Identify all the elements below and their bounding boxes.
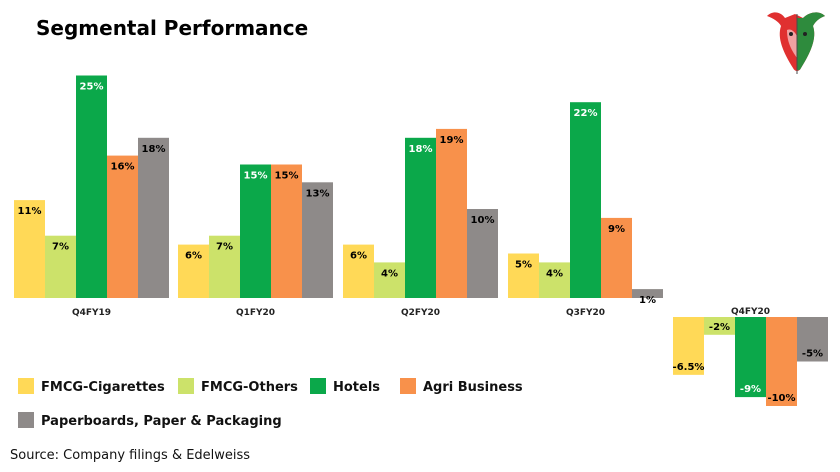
value-label-q3fy20-series-1: 4% <box>546 268 563 279</box>
bar-q4fy19-series-4 <box>138 137 169 298</box>
category-label-q4fy20: Q4FY20 <box>731 307 770 317</box>
legend-swatch-3 <box>400 378 416 394</box>
category-label-q2fy20: Q2FY20 <box>401 308 440 318</box>
legend-swatch-4 <box>18 412 34 428</box>
bar-q2fy20-series-3 <box>436 128 467 298</box>
bar-q2fy20-series-2 <box>405 137 436 298</box>
bar-q1fy20-series-2 <box>240 164 271 298</box>
bar-q1fy20-series-1 <box>209 235 240 298</box>
value-label-q4fy19-series-2: 25% <box>80 82 104 93</box>
value-label-q4fy20-series-1: -2% <box>709 322 730 333</box>
category-label-q3fy20: Q3FY20 <box>566 308 605 318</box>
value-label-q1fy20-series-2: 15% <box>244 171 268 182</box>
bar-q4fy19-series-0 <box>14 200 45 298</box>
category-label-q1fy20: Q1FY20 <box>236 308 275 318</box>
value-label-q4fy20-series-2: -9% <box>740 384 761 395</box>
chart-title: Segmental Performance <box>36 16 308 40</box>
value-label-q2fy20-series-0: 6% <box>350 251 367 262</box>
value-label-q2fy20-series-1: 4% <box>381 268 398 279</box>
value-label-q4fy20-series-3: -10% <box>767 393 795 404</box>
category-label-q4fy19: Q4FY19 <box>72 308 111 318</box>
value-label-q3fy20-series-0: 5% <box>515 260 532 271</box>
bull-logo <box>767 12 825 74</box>
source-note: Source: Company filings & Edelweiss <box>10 448 250 463</box>
bar-q3fy20-series-2 <box>570 102 601 298</box>
legend: FMCG-Cigarettes FMCG-Others Hotels Agri Bus… <box>18 378 523 429</box>
bar-q4fy20-series-4 <box>797 317 828 362</box>
bar-q4fy20-series-1 <box>704 317 735 335</box>
bar-q4fy19-series-3 <box>107 155 138 298</box>
value-label-q4fy19-series-0: 11% <box>18 206 42 217</box>
bar-q1fy20-series-3 <box>271 164 302 298</box>
bar-q2fy20-series-1 <box>374 262 405 298</box>
value-label-q3fy20-series-2: 22% <box>574 108 598 119</box>
legend-swatch-1 <box>178 378 194 394</box>
legend-swatch-0 <box>18 378 34 394</box>
bar-q4fy19-series-1 <box>45 235 76 298</box>
value-label-q2fy20-series-4: 10% <box>471 215 495 226</box>
value-label-q2fy20-series-3: 19% <box>440 135 464 146</box>
value-labels-layer: 11% 7% 25% 16% 18% 6% 7% 15% 15% 13% 6% 4% 18% 19% 10%… <box>18 82 824 405</box>
legend-swatch-2 <box>310 378 326 394</box>
bar-q4fy20-series-0 <box>673 317 704 375</box>
value-label-q1fy20-series-0: 6% <box>185 251 202 262</box>
bar-q4fy20-series-2 <box>735 317 766 398</box>
value-label-q3fy20-series-3: 9% <box>608 224 625 235</box>
value-label-q1fy20-series-4: 13% <box>306 188 330 199</box>
value-label-q2fy20-series-2: 18% <box>409 144 433 155</box>
legend-label-0: FMCG-Cigarettes <box>41 380 165 395</box>
value-label-q4fy20-series-0: -6.5% <box>673 362 705 373</box>
bar-q3fy20-series-0 <box>508 253 539 298</box>
value-label-q4fy20-series-4: -5% <box>802 349 823 360</box>
bar-q4fy19-series-2 <box>76 75 107 298</box>
legend-label-4: Paperboards, Paper & Packaging <box>41 414 282 429</box>
value-label-q4fy19-series-1: 7% <box>52 242 69 253</box>
value-label-q3fy20-series-4: 1% <box>639 295 656 306</box>
value-label-q4fy19-series-3: 16% <box>111 162 135 173</box>
bars-layer <box>14 75 828 406</box>
bar-q1fy20-series-4 <box>302 182 333 298</box>
legend-label-2: Hotels <box>333 380 380 395</box>
bar-q1fy20-series-0 <box>178 244 209 298</box>
bar-q3fy20-series-4 <box>632 289 663 298</box>
category-labels-layer: Q4FY19 Q1FY20 Q2FY20 Q3FY20 Q4FY20 <box>72 307 770 318</box>
bar-q4fy20-series-3 <box>766 317 797 406</box>
legend-label-1: FMCG-Others <box>201 380 298 395</box>
bar-q3fy20-series-3 <box>601 217 632 298</box>
bar-q2fy20-series-4 <box>467 209 498 298</box>
bar-q3fy20-series-1 <box>539 262 570 298</box>
value-label-q1fy20-series-1: 7% <box>216 242 233 253</box>
legend-label-3: Agri Business <box>423 380 523 395</box>
bar-q2fy20-series-0 <box>343 244 374 298</box>
value-label-q1fy20-series-3: 15% <box>275 171 299 182</box>
value-label-q4fy19-series-4: 18% <box>142 144 166 155</box>
